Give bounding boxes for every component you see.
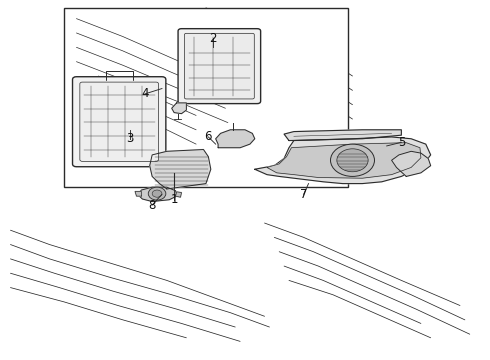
Polygon shape [267,143,421,178]
FancyBboxPatch shape [73,77,166,167]
Circle shape [152,190,162,197]
Text: 7: 7 [300,188,307,201]
Text: 3: 3 [126,132,134,145]
Polygon shape [284,130,401,140]
Circle shape [331,144,374,176]
Text: 8: 8 [148,199,156,212]
Polygon shape [392,151,431,176]
Polygon shape [135,192,142,196]
Polygon shape [216,130,255,148]
Polygon shape [150,149,211,189]
Text: 2: 2 [210,32,217,45]
Circle shape [148,187,166,200]
FancyBboxPatch shape [178,29,261,104]
Text: 4: 4 [141,87,148,100]
Polygon shape [138,187,176,202]
Polygon shape [175,192,181,197]
Text: 6: 6 [205,130,212,144]
Polygon shape [255,137,431,184]
Circle shape [337,149,368,172]
Text: 1: 1 [171,193,178,206]
Text: 5: 5 [398,136,405,149]
FancyBboxPatch shape [184,33,254,99]
FancyBboxPatch shape [80,82,159,161]
Bar [64,8,347,187]
Polygon shape [172,103,186,114]
